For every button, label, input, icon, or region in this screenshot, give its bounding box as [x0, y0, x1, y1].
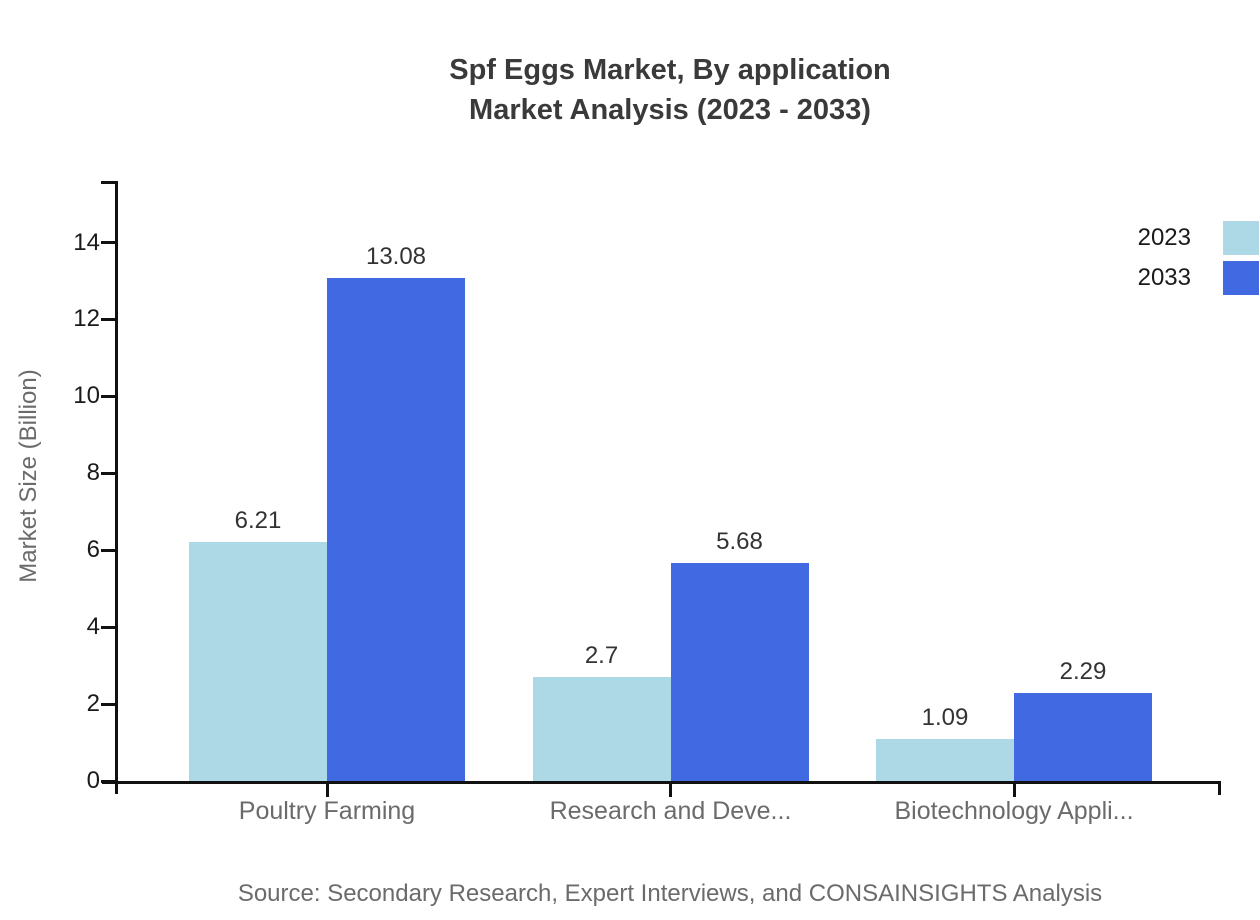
y-tick	[101, 394, 115, 398]
y-tick-label: 12	[73, 305, 100, 333]
x-axis-line	[102, 781, 1221, 784]
legend-label: 2033	[1137, 264, 1191, 291]
y-tick-label: 8	[86, 459, 100, 487]
legend-label: 2023	[1137, 224, 1191, 251]
chart-title: Spf Eggs Market, By application Market A…	[80, 50, 1260, 130]
y-tick-label: 10	[73, 382, 100, 410]
legend-item: 2023	[1138, 221, 1259, 255]
source-note: Source: Secondary Research, Expert Inter…	[237, 880, 1103, 907]
x-axis-label: Biotechnology Appli...	[894, 797, 1134, 825]
y-tick-label: 0	[86, 767, 100, 794]
chart-title-line2: Market Analysis (2023 - 2033)	[469, 94, 871, 126]
y-tick	[101, 317, 115, 321]
bar-value-label: 1.09	[921, 704, 969, 732]
y-tick	[101, 241, 115, 245]
x-axis-label: Poultry Farming	[238, 797, 416, 825]
plot-area: 0 2 4 6 8 10 12 14 Poultry Farming Research and D…	[73, 181, 1221, 825]
y-axis-line	[115, 181, 118, 794]
x-tick	[325, 783, 329, 797]
y-tick	[101, 625, 115, 629]
bar-value-label: 13.08	[365, 242, 427, 270]
y-tick	[101, 702, 115, 706]
bar-2033-3	[1014, 692, 1152, 781]
x-axis-label: Research and Deve...	[549, 797, 792, 825]
y-tick	[101, 471, 115, 475]
bar-value-label: 6.21	[234, 507, 282, 535]
bar-value-label: 5.68	[716, 527, 763, 555]
y-tick-label: 14	[73, 228, 100, 256]
bar-2033-1	[327, 277, 465, 781]
legend-swatch	[1223, 261, 1259, 295]
bar-value-label: 2.29	[1059, 657, 1107, 685]
bar-value-label: 2.7	[584, 642, 619, 670]
bar-2023-2	[532, 677, 671, 781]
legend-swatch	[1223, 221, 1259, 255]
chart-title-line1: Spf Eggs Market, By application	[449, 54, 891, 86]
legend-item: 2033	[1138, 261, 1259, 295]
y-axis-title: Market Size (Billion)	[15, 369, 42, 583]
y-tick	[101, 779, 115, 783]
bar-2033-2	[670, 562, 809, 781]
y-tick-label: 4	[86, 613, 100, 641]
x-tick	[669, 783, 672, 797]
y-tick-label: 2	[86, 690, 100, 718]
y-tick-label: 6	[86, 536, 100, 564]
x-tick	[1012, 783, 1016, 797]
y-axis-end-cap	[101, 181, 115, 184]
x-axis-end-cap	[1218, 781, 1221, 795]
legend: 2023 2033	[1138, 221, 1259, 295]
bar-2023-3	[876, 739, 1014, 781]
bar-2023-1	[189, 542, 327, 781]
y-tick	[101, 548, 115, 552]
